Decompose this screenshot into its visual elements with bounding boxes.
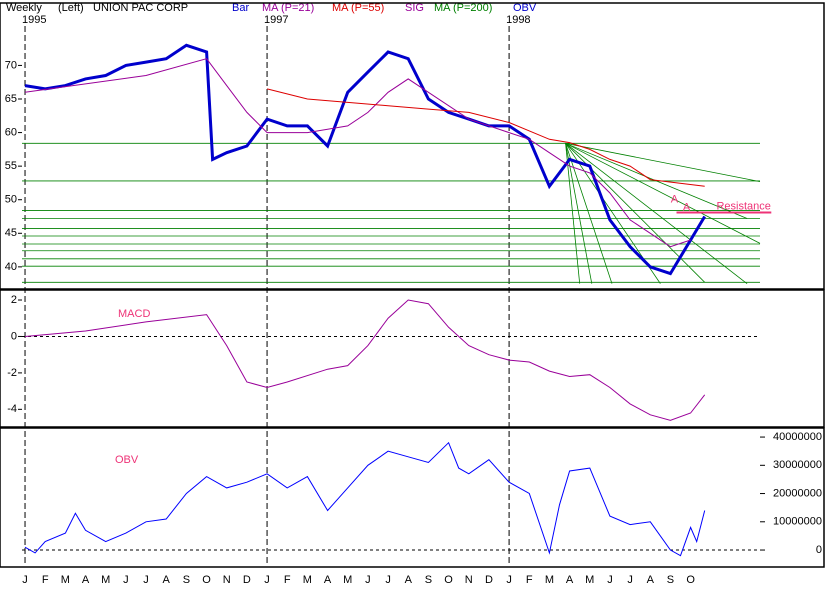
y-tick-label: 45 bbox=[5, 227, 17, 239]
y-tick-label: 20000000 bbox=[773, 487, 822, 499]
x-tick-label: J bbox=[627, 574, 633, 586]
x-tick-label: A bbox=[82, 574, 90, 586]
x-tick-label: N bbox=[223, 574, 231, 586]
x-tick-label: S bbox=[425, 574, 432, 586]
side: (Left) bbox=[58, 2, 84, 14]
x-tick-label: A bbox=[647, 574, 655, 586]
panel-frame bbox=[0, 2, 825, 290]
y-tick-label: 40 bbox=[5, 261, 17, 273]
x-tick-label: J bbox=[22, 574, 28, 586]
x-tick-label: M bbox=[585, 574, 594, 586]
x-tick-label: A bbox=[163, 574, 171, 586]
x-tick-label: F bbox=[284, 574, 291, 586]
y-tick-label: 0 bbox=[11, 330, 17, 342]
year-label: 1998 bbox=[506, 14, 530, 26]
fan-line bbox=[565, 142, 761, 182]
x-tick-label: J bbox=[123, 574, 129, 586]
x-tick-label: D bbox=[485, 574, 493, 586]
x-tick-label: M bbox=[545, 574, 554, 586]
series-line bbox=[24, 299, 706, 421]
panel-label: MACD bbox=[118, 308, 150, 320]
legend-item: MA (P=55) bbox=[332, 2, 384, 14]
x-tick-label: A bbox=[324, 574, 332, 586]
x-tick-label: O bbox=[686, 574, 695, 586]
annotation: A bbox=[683, 202, 691, 214]
series-line bbox=[266, 88, 705, 187]
x-tick-label: D bbox=[243, 574, 251, 586]
series-line bbox=[24, 58, 691, 248]
fan-line bbox=[565, 142, 761, 244]
y-tick-label: 30000000 bbox=[773, 459, 822, 471]
fan-line bbox=[565, 142, 748, 219]
annotation: A bbox=[671, 194, 679, 206]
panel-frame bbox=[0, 427, 825, 568]
x-tick-label: J bbox=[365, 574, 371, 586]
x-tick-label: N bbox=[465, 574, 473, 586]
x-tick-label: J bbox=[607, 574, 613, 586]
y-tick-label: 60 bbox=[5, 126, 17, 138]
y-tick-label: -4 bbox=[7, 403, 17, 415]
y-tick-label: 50 bbox=[5, 194, 17, 206]
x-tick-label: S bbox=[183, 574, 190, 586]
y-tick-label: 0 bbox=[816, 544, 822, 556]
x-tick-label: S bbox=[667, 574, 674, 586]
x-tick-label: M bbox=[303, 574, 312, 586]
resistance-label: Resistance bbox=[716, 200, 770, 212]
series-line bbox=[24, 43, 706, 276]
year-label: 1997 bbox=[264, 14, 288, 26]
y-tick-label: 40000000 bbox=[773, 431, 822, 443]
fan-line bbox=[565, 143, 581, 284]
y-tick-label: 65 bbox=[5, 93, 17, 105]
x-tick-label: F bbox=[42, 574, 49, 586]
year-label: 1995 bbox=[22, 14, 46, 26]
legend-item: MA (P=200) bbox=[434, 2, 492, 14]
symbol: UNION PAC CORP bbox=[93, 2, 188, 14]
legend-item: MA (P=21) bbox=[262, 2, 314, 14]
legend-item: SIG bbox=[405, 2, 424, 14]
y-tick-label: 55 bbox=[5, 160, 17, 172]
legend-item: Bar bbox=[232, 2, 249, 14]
x-tick-label: J bbox=[143, 574, 149, 586]
y-tick-label: 2 bbox=[11, 294, 17, 306]
x-tick-label: A bbox=[405, 574, 413, 586]
y-tick-label: 70 bbox=[5, 59, 17, 71]
fan-line bbox=[565, 143, 613, 284]
x-tick-label: J bbox=[385, 574, 391, 586]
series-line bbox=[24, 441, 706, 557]
panel-frame bbox=[0, 289, 825, 428]
period: Weekly bbox=[6, 2, 42, 14]
x-tick-label: F bbox=[526, 574, 533, 586]
x-tick-label: M bbox=[343, 574, 352, 586]
x-tick-label: O bbox=[444, 574, 453, 586]
panel-label: OBV bbox=[115, 454, 139, 466]
x-tick-label: M bbox=[61, 574, 70, 586]
y-tick-label: 10000000 bbox=[773, 516, 822, 528]
x-tick-label: M bbox=[101, 574, 110, 586]
x-tick-label: J bbox=[264, 574, 270, 586]
x-tick-label: A bbox=[566, 574, 574, 586]
legend-item: OBV bbox=[513, 2, 537, 14]
x-tick-label: J bbox=[506, 574, 512, 586]
y-tick-label: -2 bbox=[7, 367, 17, 379]
x-tick-label: O bbox=[202, 574, 211, 586]
fan-line bbox=[565, 142, 748, 284]
